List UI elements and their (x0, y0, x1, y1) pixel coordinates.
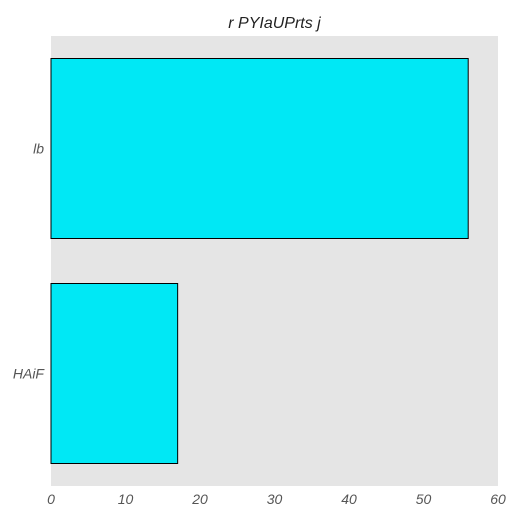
x-axis-tick-labels: 0 10 20 30 40 50 60 (47, 491, 506, 507)
x-tick-label: 20 (191, 491, 208, 507)
x-tick-label: 40 (341, 491, 357, 507)
x-tick-label: 30 (267, 491, 283, 507)
x-tick-label: 60 (490, 491, 506, 507)
bar-lb (50, 58, 469, 239)
y-tick-label: lb (33, 141, 44, 157)
chart-title: r PYIaUPrts j (228, 15, 321, 32)
y-tick-label: HAiF (13, 366, 46, 382)
bars-layer (50, 58, 469, 464)
y-axis-tick-labels: HAiF lb (13, 141, 46, 382)
bar-HAiF (50, 283, 179, 464)
x-tick-label: 50 (416, 491, 432, 507)
x-tick-label: 0 (47, 491, 55, 507)
x-tick-label: 10 (118, 491, 134, 507)
